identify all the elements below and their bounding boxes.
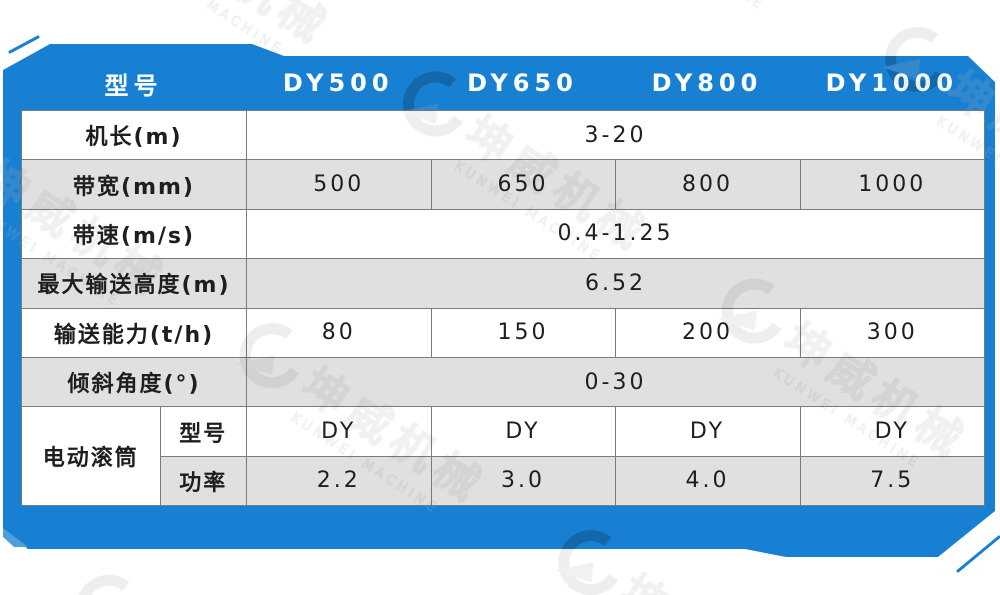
cell-value: 650	[430, 159, 616, 210]
row-drum-model: 电动滚筒 型号 DY DY DY DY	[21, 406, 986, 507]
cell-value: 1000	[799, 159, 986, 210]
cell-span-value: 0.4-1.25	[246, 208, 986, 260]
cell-span-value: 3-20	[246, 109, 986, 161]
cell-group-label: 电动滚筒	[21, 406, 161, 507]
row-capacity: 输送能力(t/h) 80 150 200 300	[20, 307, 986, 358]
cell-label: 倾斜角度(°)	[20, 356, 248, 408]
cell-value: 150	[430, 307, 616, 358]
header-cell-dy500: DY500	[282, 69, 394, 97]
cell-value: 800	[614, 159, 801, 210]
cell-value: 2.2	[246, 455, 432, 507]
header-cell-dy800: DY800	[651, 69, 763, 97]
cell-label: 带宽(mm)	[20, 159, 248, 210]
spec-table: 机长(m) 3-20 带宽(mm) 500 650 800 1000 带速(m/…	[20, 109, 986, 507]
row-belt-speed: 带速(m/s) 0.4-1.25	[20, 208, 986, 260]
cell-value: 200	[614, 307, 801, 358]
cell-value: DY	[614, 406, 801, 457]
cell-value: DY	[799, 406, 986, 457]
cell-label: 机长(m)	[20, 109, 248, 161]
corner-slash-top-left	[8, 35, 40, 54]
row-drum-power: 功率 2.2 3.0 4.0 7.5	[22, 455, 986, 507]
row-max-height: 最大输送高度(m) 6.52	[20, 258, 986, 309]
row-machine-length: 机长(m) 3-20	[20, 109, 986, 161]
header-cell-dy1000: DY1000	[825, 69, 958, 97]
cell-value: 7.5	[799, 455, 986, 507]
cell-value: 80	[246, 307, 432, 358]
row-belt-width: 带宽(mm) 500 650 800 1000	[20, 159, 986, 210]
cell-span-value: 0-30	[246, 356, 986, 408]
cell-value: 3.0	[430, 455, 616, 507]
cell-label: 带速(m/s)	[20, 208, 248, 260]
cell-value: 500	[246, 159, 432, 210]
header-cell-dy650: DY650	[467, 69, 578, 97]
table-header-row: 型号 DY500 DY650 DY800 DY1000	[21, 56, 984, 110]
cell-span-value: 6.52	[246, 258, 986, 309]
corner-slash-bottom-right	[956, 535, 1000, 573]
cell-value: 300	[799, 307, 986, 358]
cell-value: DY	[246, 406, 432, 457]
cell-sub-label: 型号	[159, 406, 248, 457]
cell-label: 最大输送高度(m)	[20, 258, 248, 309]
cell-sub-label: 功率	[159, 455, 248, 507]
cell-value: DY	[430, 406, 616, 457]
header-cell-model: 型号	[104, 71, 163, 100]
row-tilt-angle: 倾斜角度(°) 0-30	[20, 356, 986, 408]
cell-value: 4.0	[614, 455, 801, 507]
cell-label: 输送能力(t/h)	[20, 307, 248, 358]
